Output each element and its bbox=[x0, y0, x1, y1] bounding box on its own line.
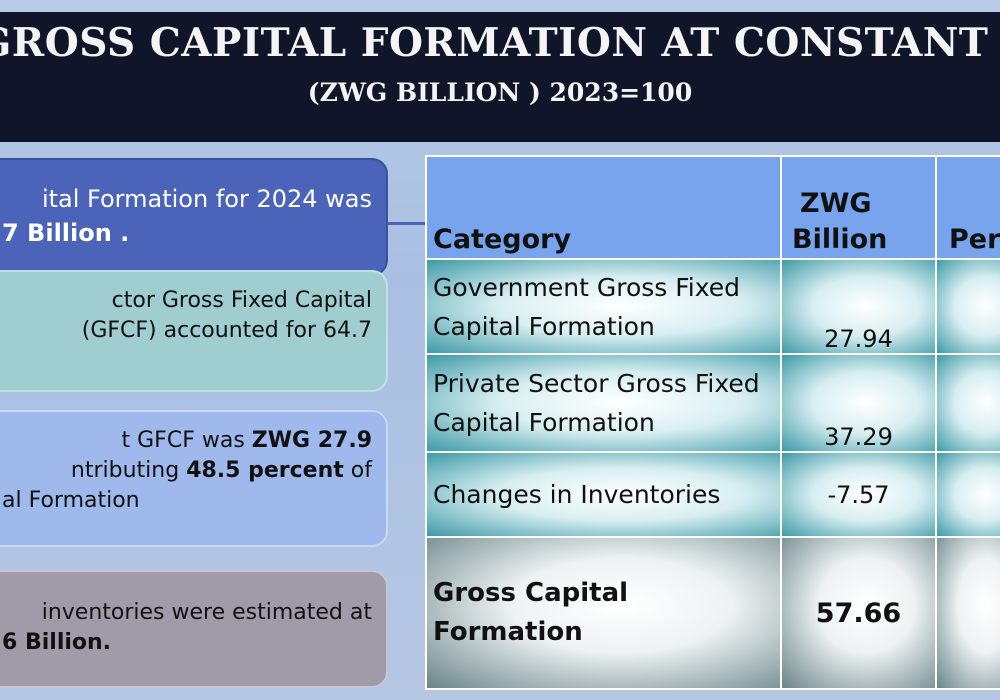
header-percent: Per bbox=[935, 155, 1000, 260]
row-percent bbox=[935, 258, 1000, 355]
row-percent bbox=[935, 451, 1000, 538]
header-zwg-billion: ZWG Billion bbox=[780, 155, 937, 260]
box4-line1: inventories were estimated at bbox=[41, 600, 372, 625]
row-value: 27.94 bbox=[780, 258, 937, 355]
box2-line1: ctor Gross Fixed Capital bbox=[111, 288, 372, 313]
summary-box-government: t GFCF was ZWG 27.9 ntributing 48.5 perc… bbox=[0, 410, 388, 547]
row-category: Changes in Inventories bbox=[425, 451, 782, 538]
table-row: Private Sector Gross Fixed Capital Format… bbox=[425, 353, 1000, 453]
table-row: Government Gross Fixed Capital Formation … bbox=[425, 258, 1000, 355]
table-row: Changes in Inventories -7.57 bbox=[425, 451, 1000, 538]
row-value: -7.57 bbox=[780, 451, 937, 538]
table-header-row: Category ZWG Billion Per bbox=[425, 155, 1000, 260]
box3-line2: ntributing 48.5 percent of bbox=[70, 458, 372, 483]
title-band: GROSS CAPITAL FORMATION AT CONSTANT PRIC… bbox=[0, 12, 1000, 142]
header-category: Category bbox=[425, 155, 782, 260]
box1-line2: 7 Billion . bbox=[2, 219, 130, 247]
summary-box-private: ctor Gross Fixed Capital (GFCF) accounte… bbox=[0, 270, 388, 392]
summary-box-inventories: inventories were estimated at 6 Billion. bbox=[0, 570, 388, 688]
box3-line1: t GFCF was ZWG 27.9 bbox=[121, 428, 372, 453]
page-title: GROSS CAPITAL FORMATION AT CONSTANT PRIC… bbox=[0, 20, 1000, 66]
box3-line3: al Formation. bbox=[2, 488, 147, 513]
row-value: 37.29 bbox=[780, 353, 937, 453]
row-percent bbox=[935, 353, 1000, 453]
row-percent bbox=[935, 536, 1000, 690]
box1-line1: ital Formation for 2024 was bbox=[41, 185, 372, 213]
row-category: Gross Capital Formation bbox=[425, 536, 782, 690]
connector-line bbox=[388, 222, 428, 225]
gcf-table: Category ZWG Billion Per Government Gross… bbox=[425, 155, 1000, 690]
page-subtitle: (ZWG BILLION ) 2023=100 bbox=[307, 78, 693, 107]
box4-line2: 6 Billion. bbox=[2, 630, 112, 655]
table-row-total: Gross Capital Formation 57.66 bbox=[425, 536, 1000, 690]
box2-line2: (GFCF) accounted for 64.7 bbox=[81, 318, 372, 343]
summary-box-total: ital Formation for 2024 was 7 Billion . bbox=[0, 158, 388, 276]
row-category: Private Sector Gross Fixed Capital Format… bbox=[425, 353, 782, 453]
row-category: Government Gross Fixed Capital Formation bbox=[425, 258, 782, 355]
row-value: 57.66 bbox=[780, 536, 937, 690]
